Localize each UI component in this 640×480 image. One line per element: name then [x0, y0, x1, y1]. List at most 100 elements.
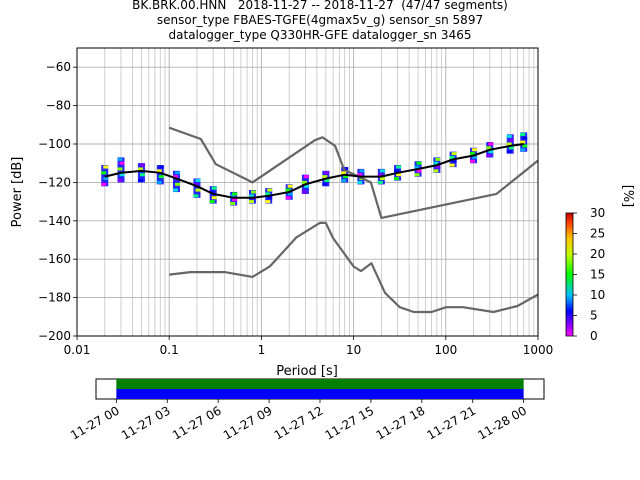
heatmap-cell — [396, 165, 402, 169]
heatmap-cell — [173, 188, 179, 192]
heatmap-column — [193, 178, 201, 198]
timeline-coverage — [116, 379, 524, 399]
heatmap-cell — [506, 150, 512, 154]
heatmap-cell — [506, 134, 512, 138]
heatmap-cell — [103, 165, 109, 169]
heatmap-cell — [522, 144, 528, 148]
heatmap-cell — [193, 194, 199, 198]
heatmap-cell — [520, 132, 526, 136]
heatmap-cell — [303, 184, 309, 188]
heatmap-cell — [211, 186, 217, 190]
colorbar-ticks: 0 5 10 15 20 25 30 — [573, 206, 605, 343]
heatmap-cell — [103, 177, 109, 181]
heatmap-cell — [343, 167, 349, 171]
heatmap-cell — [341, 178, 347, 182]
heatmap-cell — [522, 136, 528, 140]
heatmap-cell — [486, 154, 492, 158]
heatmap-cell — [488, 142, 494, 146]
heatmap-cell — [267, 196, 273, 200]
heatmap-cell — [267, 188, 273, 192]
x-tick-label: 1000 — [523, 343, 554, 357]
heatmap-cell — [433, 169, 439, 173]
colorbar-tick-label: 5 — [590, 309, 598, 323]
heatmap-cell — [379, 169, 385, 173]
x-tick-label: 100 — [434, 343, 457, 357]
heatmap-column — [156, 165, 164, 185]
heatmap-cell — [175, 182, 181, 186]
y-tick-label: −140 — [38, 214, 71, 228]
heatmap-cell — [232, 198, 238, 202]
heatmap-cell — [209, 200, 215, 204]
x-tick-label: 0.01 — [64, 343, 91, 357]
noise-models — [168, 126, 538, 314]
coverage-bar — [116, 389, 524, 399]
heatmap-cell — [248, 194, 254, 198]
heatmap-cell — [301, 180, 307, 184]
heatmap-cell — [379, 177, 385, 181]
heatmap-column — [173, 170, 181, 193]
heatmap-cell — [137, 178, 143, 182]
timeline-tick-label: 11-27 09 — [221, 403, 275, 442]
heatmap-cell — [324, 171, 330, 175]
x-tick-label: 1 — [258, 343, 266, 357]
heatmap-cell — [195, 188, 201, 192]
heatmap-cell — [377, 180, 383, 184]
timeline-tick-label: 11-27 15 — [323, 403, 377, 442]
x-axis: 0.01 0.1 1 10 100 1000 — [64, 336, 554, 357]
heatmap-cell — [357, 180, 363, 184]
heatmap-cell — [396, 173, 402, 177]
heatmap-cell — [520, 148, 526, 152]
heatmap-cell — [175, 171, 181, 175]
heatmap-column — [137, 163, 145, 183]
heatmap-cell — [156, 169, 162, 173]
heatmap-cell — [117, 178, 123, 182]
heatmap-cell — [472, 155, 478, 159]
heatmap-cell — [248, 200, 254, 204]
heatmap-cell — [377, 173, 383, 177]
timeline-tick-label: 11-28 00 — [475, 403, 529, 442]
y-tick-label: −80 — [46, 99, 71, 113]
heatmap-cell — [488, 150, 494, 154]
colorbar-tick-label: 15 — [590, 268, 605, 282]
coverage-bar — [116, 379, 524, 389]
heatmap-cell — [101, 182, 107, 186]
timeline-tick-label: 11-27 18 — [374, 403, 428, 442]
y-axis-label: Power [dB] — [10, 157, 25, 228]
heatmap-cell — [520, 140, 526, 144]
heatmap-cell — [119, 173, 125, 177]
heatmap-cell — [414, 173, 420, 177]
heatmap-cell — [158, 175, 164, 179]
heatmap-cell — [101, 171, 107, 175]
timeline-tick-label: 11-27 03 — [119, 403, 173, 442]
heatmap-cell — [230, 194, 236, 198]
heatmap-cell — [394, 169, 400, 173]
heatmap-cell — [232, 192, 238, 196]
low-noise-model-line — [169, 221, 538, 314]
x-tick-label: 10 — [346, 343, 361, 357]
heatmap-cell — [486, 146, 492, 150]
heatmap-cell — [287, 192, 293, 196]
heatmap-cell — [449, 163, 455, 167]
heatmap-cell — [470, 152, 476, 156]
y-tick-label: −180 — [38, 291, 71, 305]
heatmap-cell — [435, 157, 441, 161]
heatmap-cell — [193, 182, 199, 186]
heatmap-cell — [357, 173, 363, 177]
heatmap-cell — [209, 190, 215, 194]
heatmap-cell — [117, 167, 123, 171]
title-line-1: BK.BRK.00.HNN 2018-11-27 -- 2018-11-27 (… — [132, 0, 508, 12]
heatmap-cell — [414, 165, 420, 169]
heatmap-cell — [394, 177, 400, 181]
heatmap-cell — [506, 142, 512, 146]
colorbar-label: [%] — [620, 185, 635, 208]
colorbar-tick-label: 20 — [590, 247, 605, 261]
heatmap-cell — [173, 175, 179, 179]
colorbar-tick-label: 30 — [590, 206, 605, 220]
timeline-tick-label: 11-27 12 — [272, 403, 326, 442]
heatmap-cell — [285, 196, 291, 200]
heatmap-cell — [449, 155, 455, 159]
heatmap-cell — [416, 169, 422, 173]
heatmap-cell — [303, 175, 309, 179]
heatmap-cell — [250, 190, 256, 194]
